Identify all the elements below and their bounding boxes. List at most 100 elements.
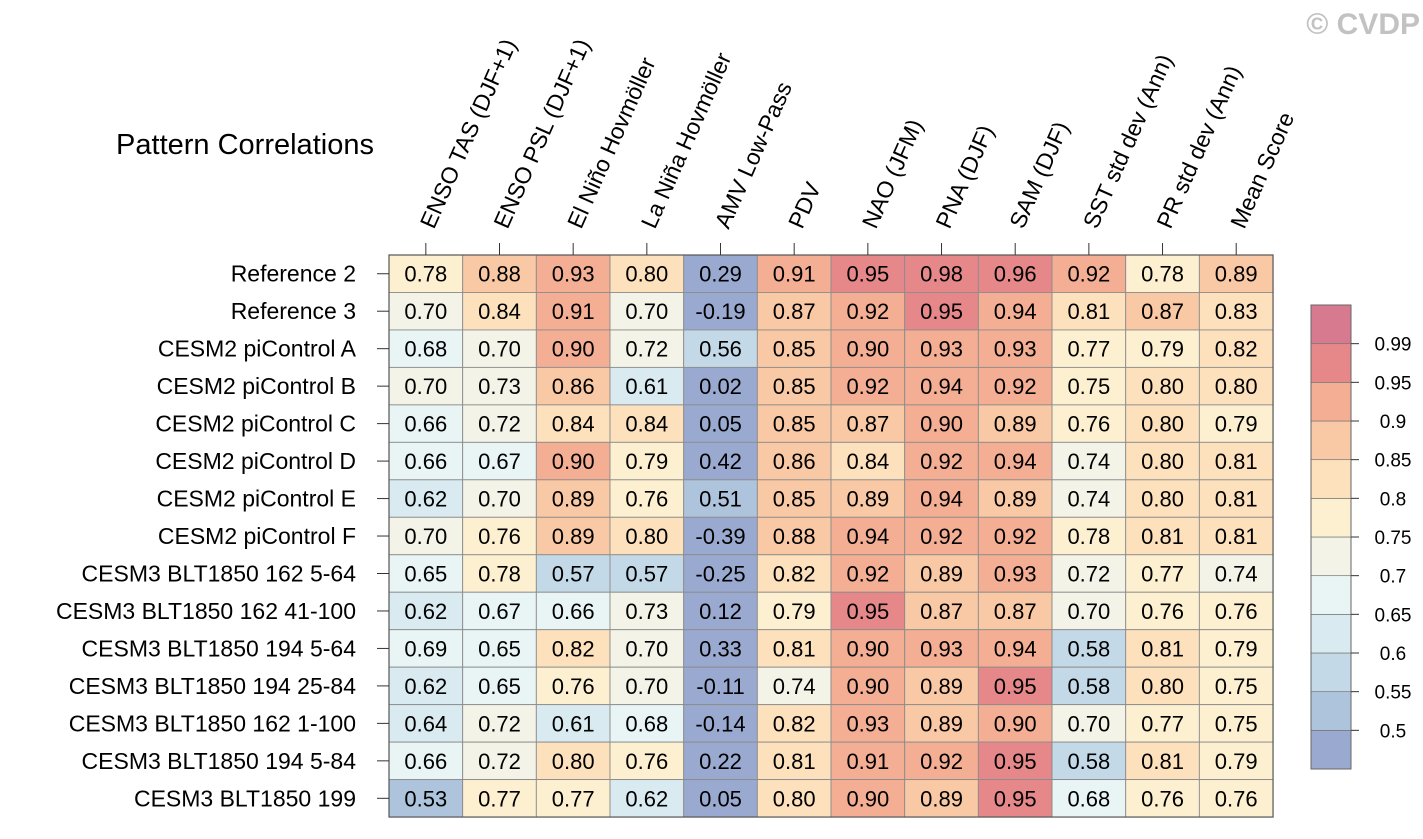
heatmap-cell <box>609 441 685 481</box>
heatmap-cell <box>1051 366 1127 406</box>
heatmap-cell <box>609 292 685 331</box>
cell-value-label: 0.91 <box>552 299 595 324</box>
heatmap-cell <box>535 404 611 443</box>
cell-value-label: 0.80 <box>1141 487 1184 512</box>
heatmap-cell <box>683 704 758 743</box>
cell-value-label: 0.66 <box>552 599 595 624</box>
heatmap-cell <box>1198 254 1274 293</box>
cell-value-label: 0.77 <box>1141 711 1184 736</box>
heatmap-cell <box>683 329 758 368</box>
cell-value-label: 0.76 <box>625 487 668 512</box>
heatmap-cell <box>609 366 685 406</box>
cell-value-label: 0.84 <box>552 412 595 437</box>
cell-value-label: 0.92 <box>920 524 963 549</box>
cell-value-label: 0.79 <box>625 449 668 474</box>
heatmap-cell <box>535 629 611 668</box>
cell-value-label: 0.66 <box>404 749 447 774</box>
cell-value-label: 0.76 <box>1067 412 1110 437</box>
heatmap-cell <box>977 629 1053 668</box>
cell-value-label: 0.78 <box>1141 262 1184 287</box>
cell-value-label: -0.39 <box>695 524 745 549</box>
heatmap-cell <box>388 404 464 443</box>
cell-value-label: 0.77 <box>478 786 521 811</box>
heatmap-cell <box>830 741 906 781</box>
heatmap-cell <box>609 516 685 556</box>
row-label-cesm3-blt1850-199: CESM3 BLT1850 199 <box>134 785 356 811</box>
heatmap-cell <box>462 704 537 743</box>
cell-value-label: 0.65 <box>404 561 447 586</box>
heatmap-cell <box>756 704 832 743</box>
heatmap-cell <box>609 554 685 593</box>
heatmap-cell <box>535 516 611 556</box>
heatmap-cell <box>388 441 464 481</box>
row-label-cesm3-blt1850-194-5-64: CESM3 BLT1850 194 5-64 <box>82 635 357 661</box>
cell-value-label: 0.65 <box>478 636 521 661</box>
cell-value-label: 0.82 <box>1215 337 1258 362</box>
cell-value-label: 0.42 <box>699 449 742 474</box>
cell-value-label: 0.87 <box>773 299 816 324</box>
cell-value-label: 0.92 <box>846 374 889 399</box>
heatmap-cell <box>609 591 685 631</box>
cell-value-label: 0.76 <box>1141 786 1184 811</box>
heatmap-cell <box>904 404 979 443</box>
heatmap-cell <box>1051 292 1127 331</box>
cell-value-label: 0.81 <box>1067 299 1110 324</box>
heatmap-cell <box>1198 704 1274 743</box>
cell-value-label: 0.70 <box>478 487 521 512</box>
cell-value-label: 0.22 <box>699 749 742 774</box>
cell-value-label: 0.94 <box>920 487 963 512</box>
cell-value-label: 0.76 <box>1215 599 1258 624</box>
heatmap-cell <box>1051 779 1127 818</box>
cell-value-label: 0.95 <box>994 749 1037 774</box>
colorbar-tick-label: 0.5 <box>1380 721 1406 742</box>
heatmap-cell <box>609 779 685 818</box>
cell-value-label: 0.79 <box>1215 749 1258 774</box>
heatmap-cell <box>462 554 537 593</box>
cell-value-label: 0.79 <box>773 599 816 624</box>
heatmap-cell <box>977 479 1053 518</box>
row-label-cesm3-blt1850-162-1-100: CESM3 BLT1850 162 1-100 <box>69 710 356 736</box>
cell-value-label: 0.90 <box>552 337 595 362</box>
heatmap-cell <box>462 629 537 668</box>
cell-value-label: 0.89 <box>994 412 1037 437</box>
heatmap-cell <box>388 704 464 743</box>
heatmap-cell <box>535 704 611 743</box>
colorbar-segment <box>1310 729 1352 770</box>
cell-value-label: 0.80 <box>1141 412 1184 437</box>
cell-value-label: 0.70 <box>625 299 668 324</box>
heatmap-cell <box>388 254 464 293</box>
cell-value-label: 0.95 <box>846 262 889 287</box>
cell-value-label: 0.81 <box>1141 749 1184 774</box>
heatmap-cell <box>388 554 464 593</box>
watermark: © CVDP <box>1306 8 1420 41</box>
row-label-cesm3-blt1850-162-41-100: CESM3 BLT1850 162 41-100 <box>56 598 356 624</box>
heatmap-cell <box>609 741 685 781</box>
colorbar-tick-label: 0.55 <box>1375 683 1412 704</box>
heatmap-cell <box>977 441 1053 481</box>
cell-value-label: 0.84 <box>478 299 521 324</box>
heatmap-cell <box>683 779 758 818</box>
heatmap-cell <box>1198 554 1274 593</box>
heatmap-cell <box>756 254 832 293</box>
cell-value-label: 0.81 <box>1215 449 1258 474</box>
row-label-cesm2-picontrol-c: CESM2 piControl C <box>155 411 356 437</box>
heatmap-cell <box>388 479 464 518</box>
cell-value-label: 0.62 <box>404 599 447 624</box>
cell-value-label: 0.92 <box>920 449 963 474</box>
cell-value-label: 0.93 <box>846 711 889 736</box>
cell-value-label: -0.25 <box>695 561 745 586</box>
cell-value-label: 0.78 <box>1067 524 1110 549</box>
cell-value-label: 0.86 <box>773 449 816 474</box>
heatmap-cell <box>904 254 979 293</box>
heatmap-cell <box>1198 329 1274 368</box>
cell-value-label: -0.14 <box>695 711 745 736</box>
heatmap-cell <box>535 329 611 368</box>
cell-value-label: 0.81 <box>773 636 816 661</box>
cell-value-label: 0.73 <box>625 599 668 624</box>
cell-value-label: 0.79 <box>1215 636 1258 661</box>
cell-value-label: 0.05 <box>699 412 742 437</box>
cell-value-label: 0.76 <box>552 674 595 699</box>
cell-value-label: 0.93 <box>920 636 963 661</box>
cell-value-label: 0.94 <box>994 449 1037 474</box>
cell-value-label: 0.95 <box>920 299 963 324</box>
